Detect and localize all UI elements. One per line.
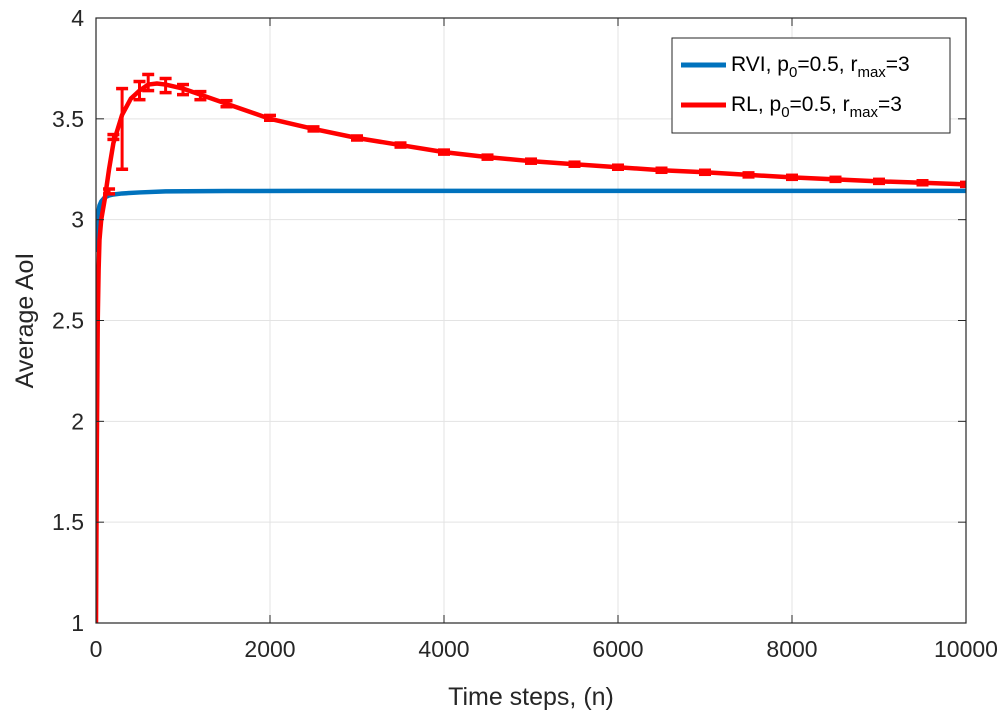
legend-rvi-sub-r: max: [857, 64, 886, 81]
legend-rl-part-a: RL, p: [731, 93, 781, 116]
series-group-0: [96, 188, 966, 253]
y-tick-label: 3.5: [52, 106, 84, 132]
y-tick-label: 4: [71, 5, 84, 31]
legend-label-rl: RL, p0=0.5, rmax=3: [731, 93, 902, 121]
series-layer: [96, 72, 966, 623]
y-tick-label: 1.5: [52, 509, 84, 535]
series-line-rvi: [96, 188, 966, 253]
legend-rvi-part-a: RVI, p: [731, 53, 789, 76]
legend-rvi-part-e: =3: [886, 53, 910, 76]
series-line-rl: [96, 81, 966, 623]
x-tick-label: 4000: [418, 636, 469, 662]
y-tick-label: 2: [71, 408, 84, 434]
x-tick-label: 6000: [592, 636, 643, 662]
legend: RVI, p0=0.5, rmax=3 RL, p0=0.5, rmax=3: [671, 37, 951, 134]
legend-rl-sub-p: 0: [781, 104, 789, 121]
x-tick-label: 0: [90, 636, 103, 662]
y-tick-label: 2.5: [52, 308, 84, 334]
x-tick-label: 8000: [766, 636, 817, 662]
legend-rl-part-c: =0.5, r: [790, 93, 850, 116]
legend-box: [671, 37, 951, 134]
series-group-1: [96, 72, 966, 623]
legend-label-rvi: RVI, p0=0.5, rmax=3: [731, 53, 910, 81]
y-tick-label: 1: [71, 610, 84, 636]
x-axis-title: Time steps, (n): [448, 683, 614, 711]
y-axis-title: Average AoI: [11, 253, 39, 389]
x-tick-label: 2000: [244, 636, 295, 662]
x-axis-ticks: 0 2000 4000 6000 8000 10000: [90, 18, 998, 662]
legend-rvi-part-c: =0.5, r: [797, 53, 857, 76]
x-tick-label: 10000: [934, 636, 998, 662]
legend-rl-part-e: =3: [878, 93, 902, 116]
y-axis-ticks: 1 1.5 2 2.5 3 3.5 4: [52, 5, 966, 636]
y-tick-label: 3: [71, 207, 84, 233]
legend-rl-sub-r: max: [850, 104, 879, 121]
legend-rvi-sub-p: 0: [789, 64, 797, 81]
